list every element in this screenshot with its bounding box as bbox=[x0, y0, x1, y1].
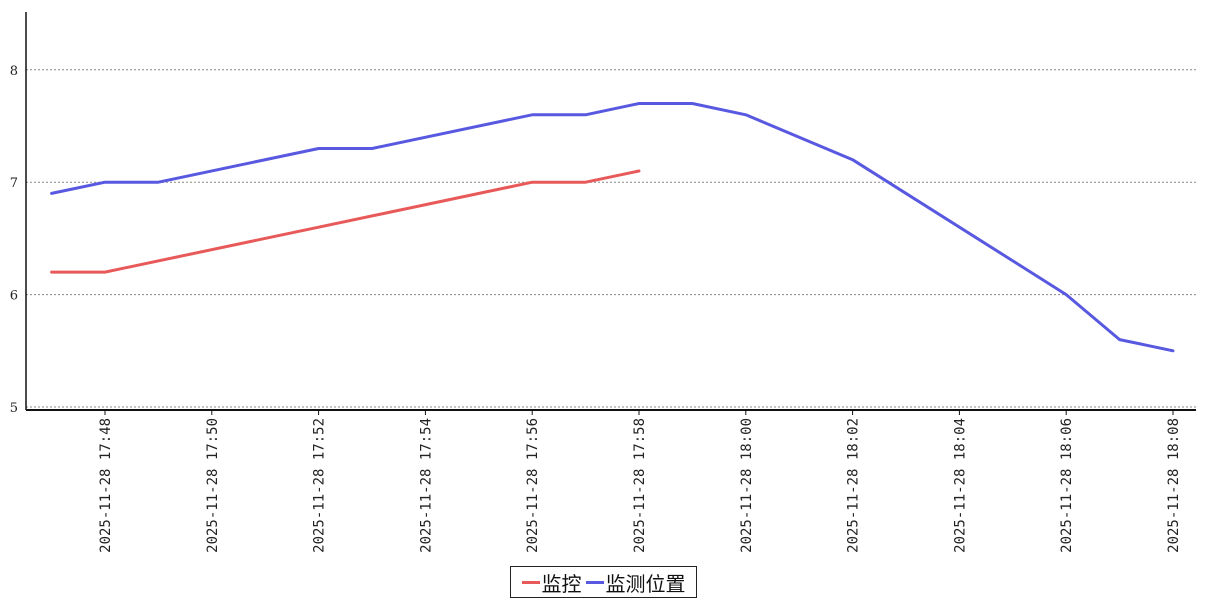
y-tick-label: 5 bbox=[10, 401, 18, 416]
y-tick-label: 7 bbox=[10, 176, 18, 191]
legend-item-1[interactable]: 监控 bbox=[521, 568, 582, 597]
x-tick-label: 2025-11-28 17:54 bbox=[418, 418, 434, 553]
legend-label-1: 监控 bbox=[541, 571, 582, 596]
legend-swatch-1 bbox=[521, 580, 540, 584]
grid-lines bbox=[26, 69, 1196, 408]
series-lines bbox=[50, 102, 1175, 353]
x-tick-label: 2025-11-28 17:56 bbox=[525, 418, 541, 553]
axes: 5 6 7 8 2025-11-28 17:48 2025-11-28 17:50 2025… bbox=[10, 12, 1196, 553]
x-tick-label: 2025-11-28 17:50 bbox=[205, 418, 221, 553]
y-tick-label: 6 bbox=[10, 289, 18, 304]
legend-swatch-2 bbox=[585, 580, 604, 584]
x-tick-label: 2025-11-28 17:58 bbox=[632, 418, 648, 553]
series-line-2 bbox=[50, 102, 1175, 353]
x-tick-label: 2025-11-28 18:04 bbox=[952, 418, 968, 553]
x-tick-label: 2025-11-28 18:00 bbox=[739, 418, 755, 553]
legend-label-2: 监测位置 bbox=[605, 571, 686, 596]
legend: 监控 监测位置 bbox=[510, 566, 697, 598]
x-tick-label: 2025-11-28 18:02 bbox=[846, 418, 862, 553]
x-tick-label: 2025-11-28 17:52 bbox=[312, 418, 328, 553]
legend-item-2[interactable]: 监测位置 bbox=[585, 568, 686, 597]
x-tick-label: 2025-11-28 18:08 bbox=[1166, 418, 1182, 553]
y-tick-label: 8 bbox=[10, 64, 18, 79]
x-tick-label: 2025-11-28 17:48 bbox=[98, 418, 114, 553]
series-line-1 bbox=[50, 169, 641, 274]
x-tick-label: 2025-11-28 18:06 bbox=[1059, 418, 1075, 553]
